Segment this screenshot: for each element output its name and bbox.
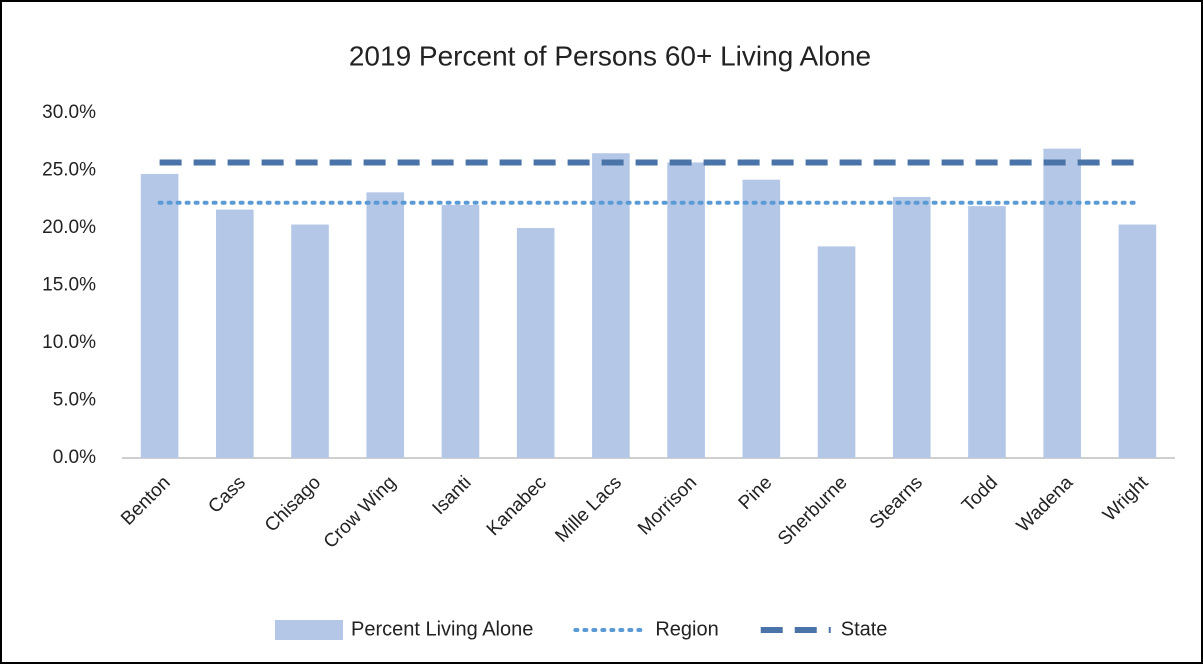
bar [968,206,1006,458]
legend-label: Region [655,618,718,640]
legend-label: Percent Living Alone [351,618,533,640]
y-tick-label: 10.0% [42,332,96,353]
bar [140,173,179,458]
bar [366,192,405,458]
bar [817,246,856,458]
bar [1043,148,1081,458]
bar [592,153,630,458]
legend-label: State [841,618,888,640]
bar [742,179,781,458]
bar [1118,224,1157,458]
y-tick-label: 0.0% [53,447,96,468]
y-tick-label: 25.0% [42,160,96,181]
bar [892,196,931,458]
bar [667,162,705,458]
y-tick-label: 20.0% [42,217,96,238]
bar [441,205,480,458]
bar [291,224,329,458]
y-tick-label: 5.0% [53,390,96,411]
y-tick-label: 15.0% [42,275,96,296]
chart-title: 2019 Percent of Persons 60+ Living Alone [349,40,871,71]
bar [516,228,555,458]
y-tick-label: 30.0% [42,102,96,123]
legend-swatch [275,620,343,640]
bar [216,209,254,458]
